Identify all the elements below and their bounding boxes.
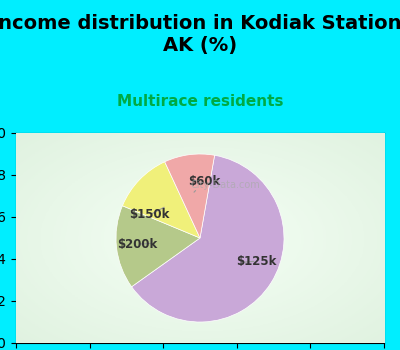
Wedge shape — [116, 206, 200, 287]
Text: $60k: $60k — [188, 175, 220, 192]
Text: $200k: $200k — [117, 238, 157, 251]
Wedge shape — [165, 154, 214, 238]
Text: $125k: $125k — [236, 254, 277, 268]
Text: Income distribution in Kodiak Station,
AK (%): Income distribution in Kodiak Station, A… — [0, 14, 400, 55]
Text: $150k: $150k — [130, 207, 170, 222]
Wedge shape — [122, 162, 200, 238]
Text: Multirace residents: Multirace residents — [117, 94, 283, 110]
Wedge shape — [132, 155, 284, 322]
Text: City-Data.com: City-Data.com — [190, 181, 260, 190]
